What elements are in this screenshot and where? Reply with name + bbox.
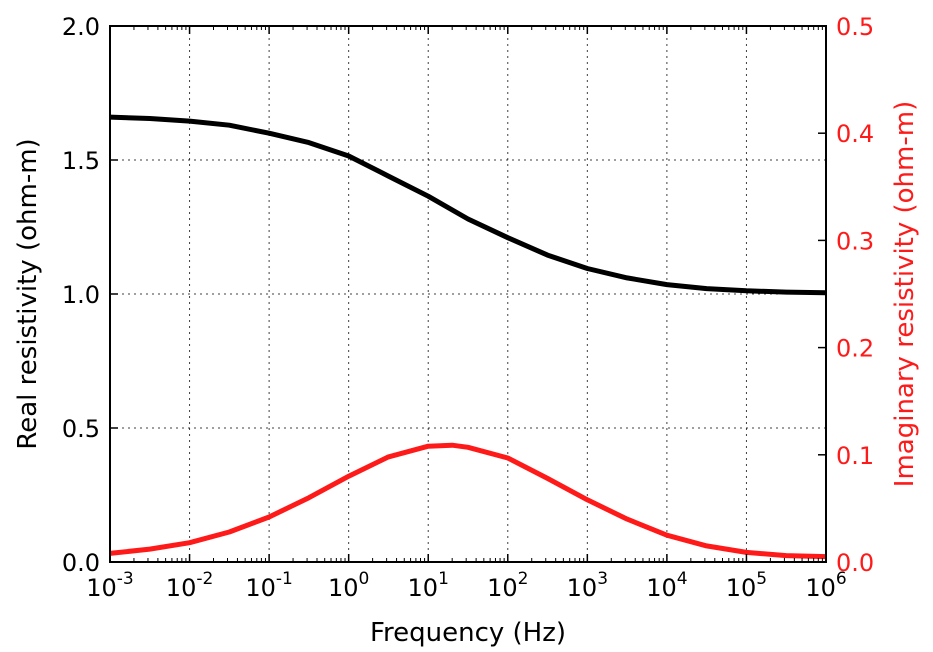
x-tick-label: 105 <box>726 569 767 602</box>
x-tick-label: 104 <box>646 569 687 602</box>
y-tick-label-left: 0.5 <box>62 415 100 443</box>
grid <box>110 26 826 562</box>
y-tick-label-right: 0.2 <box>836 335 874 363</box>
y-axis-label-right: Imaginary resistivity (ohm-m) <box>890 101 920 487</box>
ticks <box>109 25 827 563</box>
x-tick-label: 103 <box>567 569 608 602</box>
series-line-imaginary <box>109 442 827 560</box>
series-line-real <box>109 114 827 296</box>
y-tick-label-left: 1.5 <box>62 147 100 175</box>
y-tick-label-right: 0.1 <box>836 442 874 470</box>
plot-frame <box>109 25 827 563</box>
y-tick-label-right: 0.0 <box>836 549 874 577</box>
y-tick-label-left: 1.0 <box>62 281 100 309</box>
x-tick-label: 10-3 <box>86 569 134 602</box>
x-tick-label: 106 <box>805 569 846 602</box>
y-tick-label-right: 0.4 <box>836 120 874 148</box>
series-group <box>109 114 827 560</box>
x-axis-label: Frequency (Hz) <box>370 618 566 648</box>
y-tick-label-right: 0.5 <box>836 13 874 41</box>
y-tick-label-right: 0.3 <box>836 227 874 255</box>
x-tick-label: 10-1 <box>245 569 293 602</box>
x-tick-label: 10-2 <box>166 569 214 602</box>
tick-labels: 10-3 10-2 10-1 100 101 102 103 104 105 1060.00.51… <box>62 13 874 602</box>
y-axis-label-left: Real resistivity (ohm-m) <box>13 138 43 449</box>
y-tick-label-left: 2.0 <box>62 13 100 41</box>
y-tick-label-left: 0.0 <box>62 549 100 577</box>
x-tick-label: 101 <box>408 569 449 602</box>
x-tick-label: 100 <box>328 569 369 602</box>
x-tick-label: 102 <box>487 569 528 602</box>
